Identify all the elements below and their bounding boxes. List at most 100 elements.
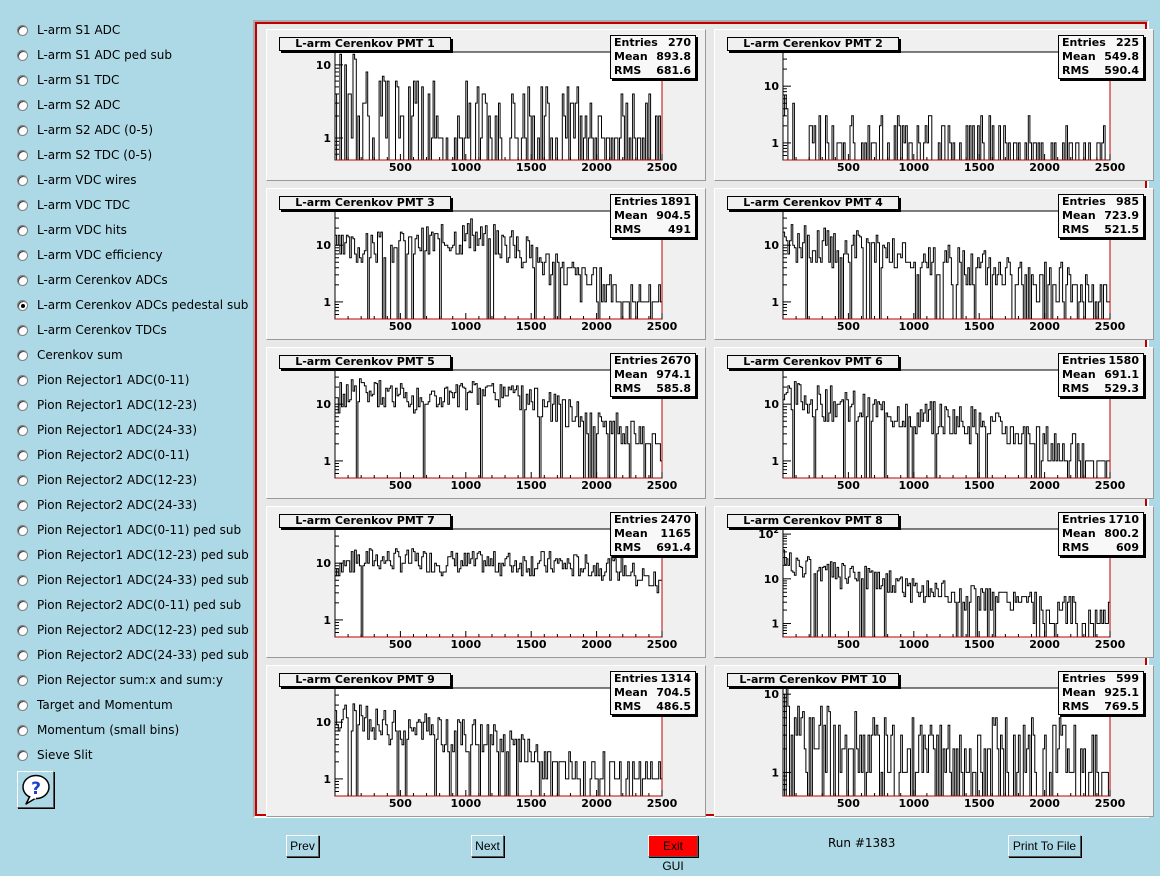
radio-button[interactable] [17, 49, 28, 61]
histogram-option[interactable]: Pion Rejector1 ADC(0-11) ped sub [17, 520, 241, 540]
x-tick-label: 2000 [581, 320, 612, 333]
stat-value-rms: 529.3 [1104, 382, 1139, 395]
radio-button[interactable] [17, 674, 28, 686]
histogram-option[interactable]: Pion Rejector1 ADC(12-23) [17, 395, 197, 415]
radio-button[interactable] [17, 749, 28, 761]
histogram-option[interactable]: Pion Rejector2 ADC(24-33) ped sub [17, 645, 249, 665]
histogram-option[interactable]: Pion Rejector2 ADC(24-33) [17, 495, 197, 515]
plot-frame [782, 369, 1111, 479]
y-tick-label: 10 [316, 59, 332, 72]
question-mark-bubble-icon: ? [22, 774, 50, 805]
radio-button[interactable] [17, 124, 28, 136]
histogram-option-label: Pion Rejector2 ADC(0-11) ped sub [37, 598, 242, 612]
radio-button[interactable] [17, 199, 28, 211]
histogram-option[interactable]: Pion Rejector2 ADC(12-23) ped sub [17, 620, 249, 640]
histogram-pad[interactable]: 500 1000 1500 2000 2500 1 10 L-arm Cerenkov PMT… [266, 29, 706, 181]
histogram-option-label: L-arm Cerenkov TDCs [37, 323, 167, 337]
radio-button[interactable] [17, 399, 28, 411]
histogram-option[interactable]: Pion Rejector2 ADC(0-11) ped sub [17, 595, 241, 615]
histogram-option[interactable]: Pion Rejector sum:x and sum:y [17, 670, 223, 690]
radio-button[interactable] [17, 74, 28, 86]
y-tick-label: 1 [323, 132, 331, 145]
histogram-option[interactable]: Pion Rejector1 ADC(0-11) [17, 370, 189, 390]
histogram-option[interactable]: Momentum (small bins) [17, 720, 179, 740]
radio-button[interactable] [17, 699, 28, 711]
radio-button[interactable] [17, 499, 28, 511]
stat-value-mean: 800.2 [1104, 527, 1139, 540]
histogram-option[interactable]: L-arm S2 ADC (0-5) [17, 120, 153, 140]
histogram-option[interactable]: L-arm Cerenkov ADCs [17, 270, 168, 290]
radio-button[interactable] [17, 599, 28, 611]
y-tick-label: 1 [323, 455, 331, 468]
stat-value-mean: 974.1 [656, 368, 691, 381]
histogram-pad[interactable]: 500 1000 1500 2000 2500 1 10 L-arm Cerenkov PMT… [714, 347, 1154, 499]
radio-button[interactable] [17, 149, 28, 161]
histogram-pad[interactable]: 500 1000 1500 2000 2500 1 10 102 L-arm Cerenkov … [714, 506, 1154, 658]
histogram-pad[interactable]: 500 1000 1500 2000 2500 1 10 L-arm Cerenkov PMT… [266, 347, 706, 499]
radio-button[interactable] [17, 524, 28, 536]
radio-button[interactable] [17, 99, 28, 111]
stat-label: Mean [614, 209, 648, 222]
x-tick-label: 1000 [450, 797, 481, 810]
print-to-file-button[interactable]: Print To File [1008, 835, 1081, 857]
radio-button[interactable] [17, 649, 28, 661]
prev-button[interactable]: Prev [286, 835, 319, 857]
histogram-option[interactable]: L-arm S1 ADC ped sub [17, 45, 172, 65]
radio-button[interactable] [17, 224, 28, 236]
histogram-pad[interactable]: 500 1000 1500 2000 2500 1 10 L-arm Cerenkov PMT… [714, 29, 1154, 181]
histogram-option[interactable]: Pion Rejector1 ADC(24-33) [17, 420, 197, 440]
histogram-option[interactable]: L-arm VDC efficiency [17, 245, 163, 265]
radio-button[interactable] [17, 624, 28, 636]
histogram-option[interactable]: L-arm Cerenkov TDCs [17, 320, 167, 340]
radio-button[interactable] [17, 574, 28, 586]
radio-button[interactable] [17, 424, 28, 436]
histogram-title: L-arm Cerenkov PMT 10 [727, 673, 899, 687]
radio-button[interactable] [17, 274, 28, 286]
radio-button[interactable] [17, 324, 28, 336]
histogram-option[interactable]: Pion Rejector1 ADC(24-33) ped sub [17, 570, 249, 590]
histogram-option[interactable]: Sieve Slit [17, 745, 93, 765]
exit-gui-button[interactable]: Exit GUI [648, 835, 698, 873]
next-button[interactable]: Next [471, 835, 504, 857]
radio-button[interactable] [17, 299, 28, 311]
stat-value-mean: 723.9 [1104, 209, 1139, 222]
radio-button[interactable] [17, 724, 28, 736]
histogram-option[interactable]: Pion Rejector2 ADC(12-23) [17, 470, 197, 490]
x-tick-label: 2000 [581, 161, 612, 174]
radio-button[interactable] [17, 349, 28, 361]
x-tick-label: 1500 [964, 797, 995, 810]
radio-button[interactable] [17, 549, 28, 561]
histogram-pad[interactable]: 500 1000 1500 2000 2500 1 10 L-arm Cerenkov PMT… [714, 665, 1154, 817]
stat-value-rms: 521.5 [1104, 223, 1139, 236]
histogram-option[interactable]: L-arm S1 TDC [17, 70, 119, 90]
histogram-option[interactable]: Pion Rejector2 ADC(0-11) [17, 445, 189, 465]
histogram-option[interactable]: L-arm VDC TDC [17, 195, 130, 215]
histogram-option[interactable]: Cerenkov sum [17, 345, 123, 365]
histogram-pad[interactable]: 500 1000 1500 2000 2500 1 10 L-arm Cerenkov PMT… [266, 506, 706, 658]
y-tick-label: 1 [323, 296, 331, 309]
histogram-option-label: L-arm VDC efficiency [37, 248, 163, 262]
radio-button[interactable] [17, 374, 28, 386]
x-tick-label: 1500 [964, 638, 995, 651]
radio-button[interactable] [17, 174, 28, 186]
histogram-pad[interactable]: 500 1000 1500 2000 2500 1 10 L-arm Cerenkov PMT… [266, 665, 706, 817]
histogram-line [782, 381, 1111, 479]
histogram-option[interactable]: Pion Rejector1 ADC(12-23) ped sub [17, 545, 249, 565]
histogram-option[interactable]: L-arm S1 ADC [17, 20, 120, 40]
radio-button[interactable] [17, 24, 28, 36]
x-tick-label: 2500 [1095, 638, 1126, 651]
histogram-option[interactable]: L-arm VDC wires [17, 170, 136, 190]
histogram-option[interactable]: L-arm S2 ADC [17, 95, 120, 115]
histogram-option[interactable]: L-arm Cerenkov ADCs pedestal sub [17, 295, 248, 315]
histogram-option[interactable]: Target and Momentum [17, 695, 173, 715]
radio-button[interactable] [17, 449, 28, 461]
histogram-pad[interactable]: 500 1000 1500 2000 2500 1 10 L-arm Cerenkov PMT… [714, 188, 1154, 340]
help-button[interactable]: ? [17, 771, 54, 808]
histogram-pad[interactable]: 500 1000 1500 2000 2500 1 10 L-arm Cerenkov PMT… [266, 188, 706, 340]
radio-button[interactable] [17, 474, 28, 486]
histogram-plot: 500 1000 1500 2000 2500 1 10 [316, 51, 678, 174]
stat-label: Entries [614, 513, 658, 526]
histogram-option[interactable]: L-arm S2 TDC (0-5) [17, 145, 152, 165]
radio-button[interactable] [17, 249, 28, 261]
histogram-option[interactable]: L-arm VDC hits [17, 220, 127, 240]
